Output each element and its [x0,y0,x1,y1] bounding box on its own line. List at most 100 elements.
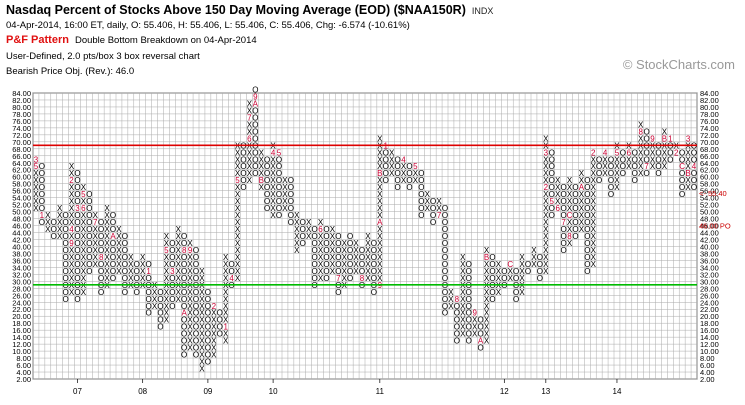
o-box: O [110,211,116,220]
x-box: X [235,274,241,283]
o-box: O [193,330,199,339]
o-box: O [145,288,151,297]
x-box: X [33,169,39,178]
x-box: X [116,232,122,241]
x-box: X [199,330,205,339]
o-box: O [466,309,472,318]
o-box: O [394,155,400,164]
o-box: O [406,169,412,178]
o-box: O [311,246,317,255]
o-box: O [62,239,68,248]
o-box: O [122,288,128,297]
o-box: O [98,225,104,234]
o-box: O [39,183,45,192]
x-box: X [318,274,324,283]
o-box: O [454,323,460,332]
o-box: O [181,330,187,339]
month-marker: 7 [93,218,98,227]
x-box: X [579,190,585,199]
x-box: X [579,204,585,213]
x-box: X [484,260,490,269]
x-box: X [33,204,39,213]
x-box: X [306,218,312,227]
x-box: X [389,169,395,178]
o-box: O [62,295,68,304]
y-tick-label-left: 26.00 [12,291,31,300]
y-tick-label-left: 16.00 [12,326,31,335]
x-box: X [508,267,514,276]
o-box: O [335,260,341,269]
y-tick-label-left: 28.00 [12,284,31,293]
x-box: X [306,225,312,234]
x-box: X [425,204,431,213]
o-box: O [311,253,317,262]
x-box: X [45,211,51,220]
x-box: X [93,232,99,241]
o-box: O [181,232,187,241]
x-box: X [247,127,253,136]
x-box: X [116,239,122,248]
x-box: X [306,232,312,241]
x-box: X [199,288,205,297]
o-box: O [193,351,199,360]
y-tick-label-right: 54.00 [700,194,719,203]
x-box: X [543,260,549,269]
o-box: O [394,183,400,192]
o-box: O [347,274,353,283]
month-marker: 5 [164,246,169,255]
o-box: O [134,288,140,297]
o-box: O [643,169,649,178]
x-box: X [638,162,644,171]
o-column: OOO4OOO [691,141,697,192]
x-box: X [531,253,537,262]
x-box: X [282,204,288,213]
x-box: X [436,197,442,206]
x-box: X [93,246,99,255]
o-box: O [74,225,80,234]
month-marker: 9 [188,246,193,255]
y-tick-label-left: 58.00 [12,180,31,189]
x-box: X [140,253,146,262]
o-box: O [655,155,661,164]
o-box: O [655,162,661,171]
x-box: X [187,323,193,332]
x-box: X [199,337,205,346]
o-box: O [110,274,116,283]
o-box: O [110,260,116,269]
y-tick-label-right: 8.00 [700,354,715,363]
x-box: X [543,190,549,199]
o-box: O [300,225,306,234]
o-box: O [74,176,80,185]
o-box: O [442,218,448,227]
x-box: X [484,288,490,297]
o-box: O [122,253,128,262]
x-box: X [223,267,229,276]
x-box: X [614,183,620,192]
x-box: X [199,316,205,325]
x-box: X [104,253,110,262]
x-box: X [413,176,419,185]
o-box: O [347,232,353,241]
o-box: O [86,253,92,262]
o-box: O [288,204,294,213]
o-box: O [311,225,317,234]
x-column: XXX [531,246,537,269]
x-box: X [543,134,549,143]
x-box: X [199,267,205,276]
y-tick-label-left: 72.00 [12,131,31,140]
o-box: O [371,246,377,255]
o-box: O [145,309,151,318]
x-box: X [591,162,597,171]
x-box: X [543,169,549,178]
month-marker: 8 [360,274,365,283]
o-box: O [442,232,448,241]
x-box: X [247,106,253,115]
x-box: X [318,232,324,241]
x-box: X [116,260,122,269]
x-box: X [448,288,454,297]
